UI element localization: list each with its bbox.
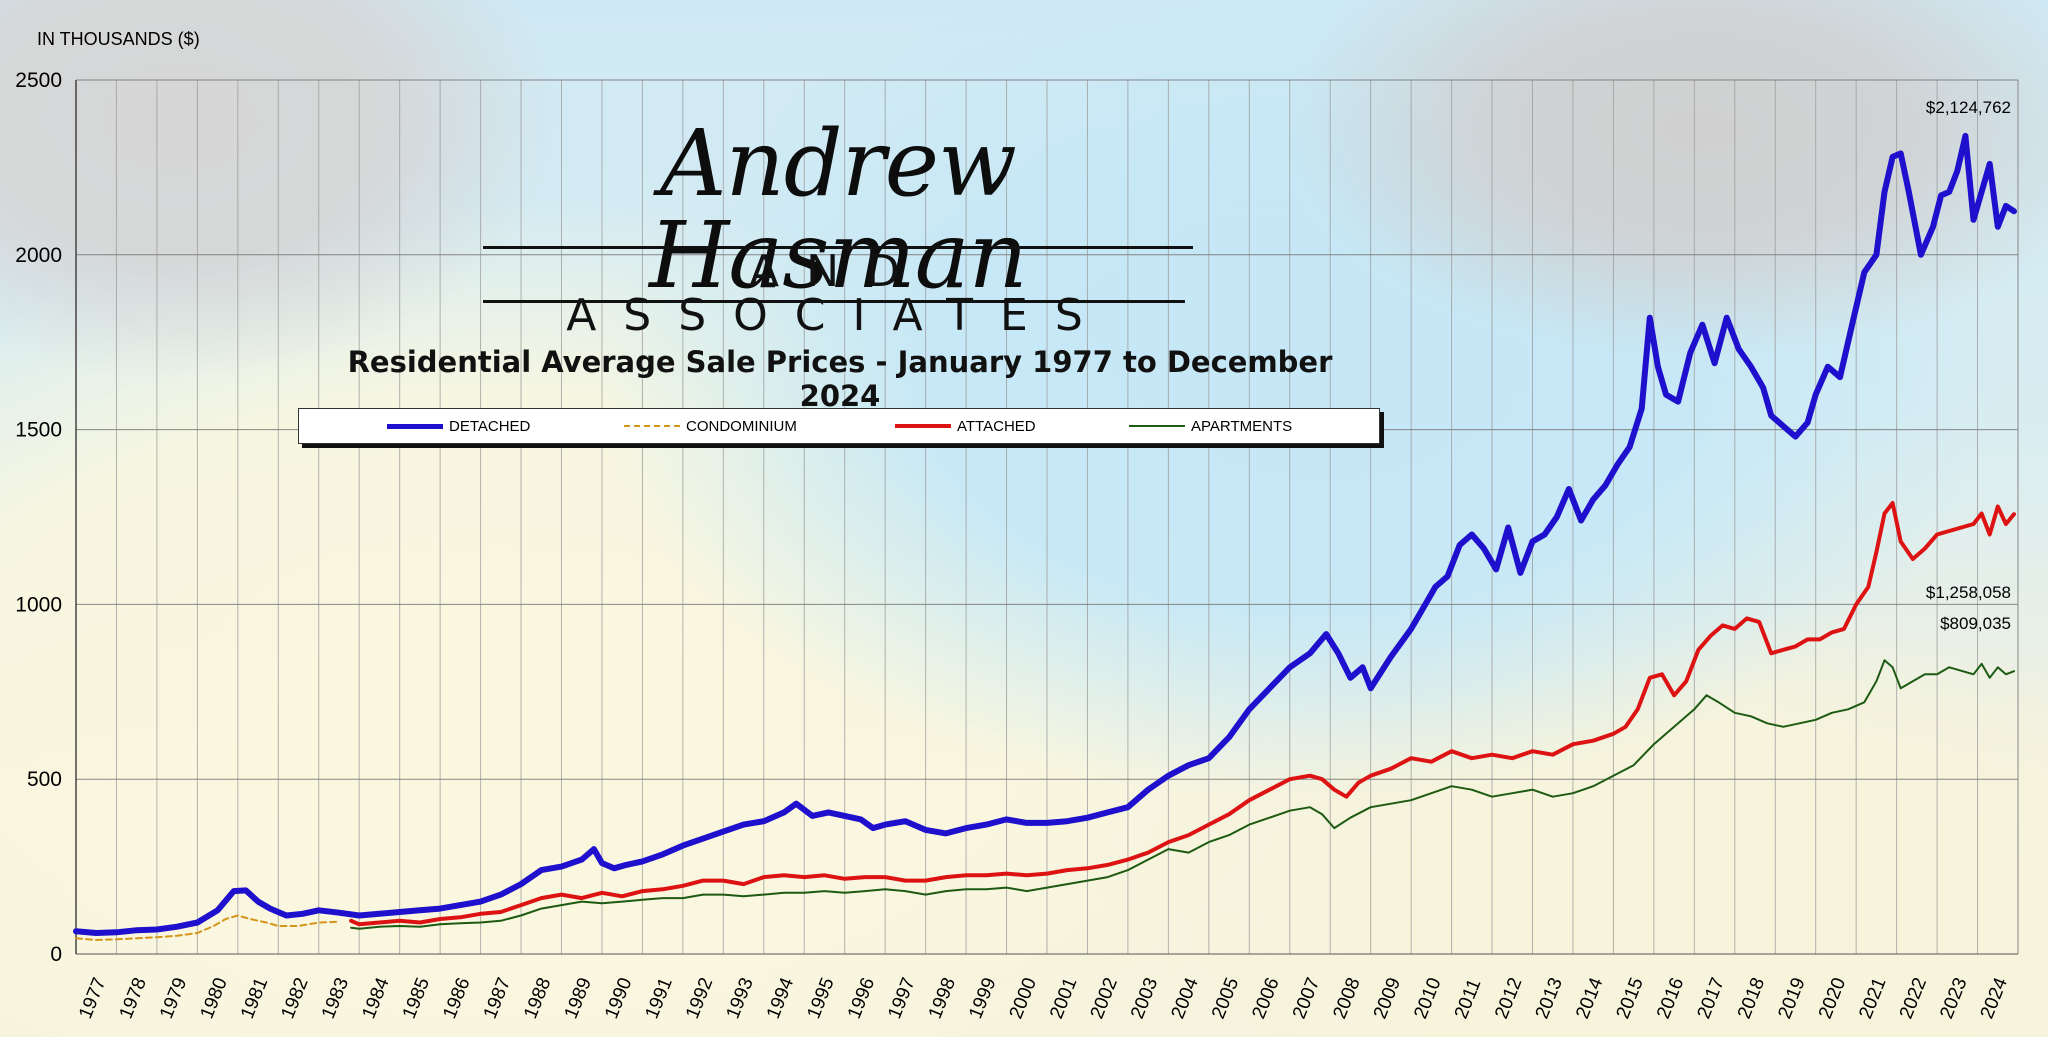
legend-label-attached: ATTACHED xyxy=(957,417,1036,435)
y-tick-label: 500 xyxy=(27,768,62,791)
x-tick-label: 2022 xyxy=(1896,975,1931,1022)
x-tick-label: 2021 xyxy=(1855,975,1890,1022)
legend-label-apartments: APARTMENTS xyxy=(1191,417,1293,435)
x-tick-label: 1990 xyxy=(601,975,636,1022)
x-tick-label: 1989 xyxy=(561,975,596,1022)
x-tick-label: 1981 xyxy=(237,975,272,1022)
legend-item-apartments: APARTMENTS xyxy=(1129,409,1292,443)
y-tick-label: 0 xyxy=(50,943,62,966)
y-axis-unit-label: IN THOUSANDS ($) xyxy=(37,29,200,49)
x-tick-label: 2004 xyxy=(1168,974,1203,1021)
x-tick-label: 2003 xyxy=(1127,975,1162,1022)
x-tick-label: 1991 xyxy=(642,975,677,1022)
x-tick-label: 1977 xyxy=(75,975,110,1022)
x-tick-label: 1996 xyxy=(844,975,879,1022)
x-tick-label: 2012 xyxy=(1491,975,1526,1022)
x-tick-label: 1992 xyxy=(682,975,717,1022)
x-tick-label: 2019 xyxy=(1774,975,1809,1022)
chart-title: Residential Average Sale Prices - Januar… xyxy=(347,345,1333,413)
legend-swatch-condominium xyxy=(624,425,680,427)
x-tick-label: 1983 xyxy=(318,975,353,1022)
logo-rule-top xyxy=(483,246,1193,249)
x-tick-label: 1993 xyxy=(722,975,757,1022)
x-tick-label: 1984 xyxy=(358,974,393,1021)
legend-item-condominium: CONDOMINIUM xyxy=(624,409,797,443)
x-tick-label: 2018 xyxy=(1734,975,1769,1022)
x-tick-label: 2024 xyxy=(1977,974,2012,1021)
company-logo-tagline: AND ASSOCIATES xyxy=(566,246,1110,341)
x-tick-label: 2006 xyxy=(1248,975,1283,1022)
x-tick-label: 2000 xyxy=(1006,975,1041,1022)
x-tick-label: 2014 xyxy=(1572,974,1607,1021)
x-tick-label: 1998 xyxy=(925,975,960,1022)
series-line-condominium xyxy=(75,914,340,941)
x-tick-label: 2023 xyxy=(1936,975,1971,1022)
x-tick-label: 2009 xyxy=(1370,975,1405,1022)
x-tick-label: 1986 xyxy=(439,975,474,1022)
series-line-attached xyxy=(349,501,2016,927)
legend-label-condominium: CONDOMINIUM xyxy=(686,417,797,435)
x-tick-label: 2011 xyxy=(1451,976,1486,1022)
chart-legend: DETACHED CONDOMINIUM ATTACHED APARTMENTS xyxy=(298,408,1380,444)
legend-label-detached: DETACHED xyxy=(449,417,531,435)
legend-swatch-apartments xyxy=(1129,425,1185,427)
x-tick-label: 1999 xyxy=(965,975,1000,1022)
y-tick-label: 2500 xyxy=(15,69,62,92)
x-tick-label: 2010 xyxy=(1410,975,1445,1022)
legend-swatch-attached xyxy=(895,424,951,428)
annotation-attached: $1,258,058 xyxy=(1926,583,2011,602)
y-tick-label: 2000 xyxy=(15,244,62,267)
logo-rule-bottom xyxy=(483,300,1185,303)
x-tick-label: 2002 xyxy=(1087,975,1122,1022)
x-tick-label: 1980 xyxy=(197,975,232,1022)
y-tick-label: 1000 xyxy=(15,593,62,616)
x-tick-label: 1988 xyxy=(520,975,555,1022)
legend-item-attached: ATTACHED xyxy=(895,409,1036,443)
x-tick-label: 1985 xyxy=(399,975,434,1022)
x-tick-label: 2001 xyxy=(1046,975,1081,1022)
x-tick-label: 1987 xyxy=(480,975,515,1022)
x-tick-label: 2020 xyxy=(1815,975,1850,1022)
y-tick-label: 1500 xyxy=(15,419,62,442)
annotation-apartments: $809,035 xyxy=(1940,614,2011,633)
x-tick-label: 2016 xyxy=(1653,975,1688,1022)
legend-item-detached: DETACHED xyxy=(387,409,530,443)
annotation-detached: $2,124,762 xyxy=(1926,98,2011,117)
series-line-detached xyxy=(73,132,2017,936)
x-tick-label: 2015 xyxy=(1613,975,1648,1022)
x-tick-label: 1995 xyxy=(803,975,838,1022)
x-tick-label: 2008 xyxy=(1329,975,1364,1022)
x-tick-label: 2013 xyxy=(1532,975,1567,1022)
x-tick-label: 2005 xyxy=(1208,975,1243,1022)
series-line-apartments xyxy=(350,659,2015,930)
x-tick-label: 1982 xyxy=(277,975,312,1022)
x-tick-label: 1994 xyxy=(763,974,798,1021)
x-tick-label: 1997 xyxy=(884,975,919,1022)
legend-swatch-detached xyxy=(387,423,443,429)
x-tick-label: 2017 xyxy=(1693,975,1728,1022)
company-logo-name: Andrew Hasman xyxy=(649,110,1028,309)
x-tick-label: 1979 xyxy=(156,975,191,1022)
x-tick-label: 1978 xyxy=(116,975,151,1022)
x-tick-label: 2007 xyxy=(1289,975,1324,1022)
